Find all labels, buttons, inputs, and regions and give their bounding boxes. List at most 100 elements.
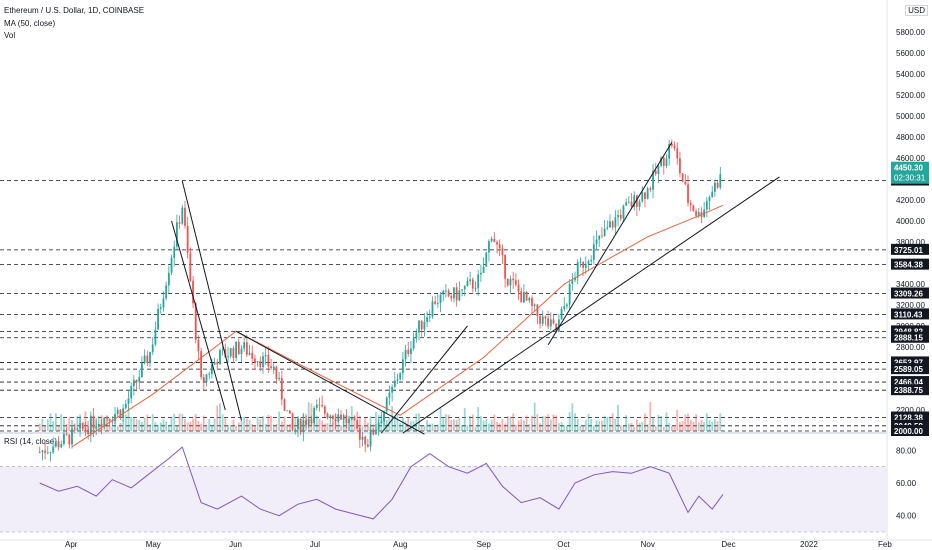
candle-body <box>463 286 466 290</box>
candle-body <box>557 319 560 332</box>
volume-bar <box>49 413 52 431</box>
volume-bar <box>216 405 219 431</box>
volume-bar <box>654 425 657 431</box>
volume-bar <box>622 426 625 431</box>
candle-body <box>103 417 106 427</box>
candle-body <box>280 377 283 400</box>
candle-body <box>547 318 550 327</box>
volume-bar <box>176 425 178 431</box>
volume-bar <box>248 420 251 431</box>
volume-bar <box>348 416 350 431</box>
candle-body <box>415 332 418 339</box>
x-tick-label: Dec <box>721 540 735 549</box>
volume-bar <box>681 420 684 431</box>
candle-body <box>410 348 412 355</box>
candle-body <box>130 386 133 399</box>
volume-bar <box>493 414 496 431</box>
trendline <box>547 141 673 346</box>
candle-body <box>41 450 44 453</box>
candle-body <box>393 380 396 387</box>
volume-bar <box>436 424 439 431</box>
candle-body <box>380 421 383 423</box>
x-tick-label: Aug <box>393 540 407 549</box>
candle-body <box>68 434 71 445</box>
candle-body <box>65 433 68 435</box>
volume-bar <box>297 417 299 431</box>
rsi-y-tick-label: 80.00 <box>896 446 917 455</box>
candle-body <box>644 192 646 199</box>
volume-bar <box>619 425 622 431</box>
volume-bar <box>38 423 41 431</box>
y-tick-label: 4600.00 <box>896 154 925 163</box>
volume-bar <box>536 414 539 431</box>
volume-bar <box>434 426 437 431</box>
candle-body <box>662 157 665 166</box>
candle-body <box>318 404 321 406</box>
candle-body <box>520 291 523 303</box>
candle-body <box>579 261 582 263</box>
volume-bar <box>181 414 184 431</box>
currency-selector[interactable]: USD <box>905 5 928 16</box>
volume-bar <box>197 420 200 431</box>
candle-body <box>498 244 501 249</box>
volume-bar <box>310 403 313 431</box>
volume-bar <box>205 424 208 431</box>
volume-bar <box>337 414 340 431</box>
volume-bar <box>256 416 259 431</box>
candle-body <box>46 452 49 454</box>
candle-body <box>267 354 270 367</box>
volume-bar <box>598 421 601 431</box>
candle-body <box>184 207 186 226</box>
volume-bar <box>84 411 87 431</box>
candle-body <box>60 443 63 448</box>
candle-body <box>670 144 673 146</box>
candle-body <box>606 227 609 229</box>
volume-bar <box>122 419 125 431</box>
volume-bar <box>151 414 154 431</box>
volume-bar <box>676 409 679 431</box>
volume-bar <box>149 424 151 431</box>
candle-body <box>275 366 278 380</box>
chart-title: Ethereum / U.S. Dollar, 1D, COINBASE <box>4 6 145 15</box>
candle-body <box>348 419 350 423</box>
trendline <box>181 180 242 421</box>
candle-body <box>71 428 73 445</box>
volume-bar <box>708 420 711 431</box>
volume-bar <box>501 418 504 431</box>
volume-bar <box>601 420 603 431</box>
candle-body <box>221 349 224 351</box>
volume-bar <box>652 417 654 431</box>
candle-body <box>181 207 184 224</box>
volume-bar <box>342 417 345 431</box>
volume-bar <box>445 414 447 431</box>
candle-body <box>52 446 55 453</box>
volume-bar <box>167 426 170 431</box>
volume-bar <box>611 413 614 431</box>
volume-bar <box>76 416 79 431</box>
rsi-line <box>39 446 724 520</box>
volume-bar <box>474 426 477 431</box>
candle-body <box>517 284 520 292</box>
volume-bar <box>525 415 528 431</box>
volume-bar <box>272 425 275 431</box>
candle-body <box>697 211 700 216</box>
volume-bar <box>291 420 294 431</box>
candle-body <box>192 280 194 304</box>
volume-bar <box>71 420 73 431</box>
candle-body <box>205 374 208 382</box>
volume-bar <box>552 414 555 431</box>
candle-body <box>345 415 348 423</box>
volume-bar <box>345 416 348 431</box>
volume-bar <box>299 419 302 431</box>
candle-body <box>576 262 579 278</box>
volume-bar <box>673 426 676 431</box>
volume-bar <box>431 423 434 431</box>
x-tick-label: Nov <box>641 540 655 549</box>
volume-bar <box>566 426 568 431</box>
ma50-line <box>71 204 724 448</box>
volume-bar <box>326 423 329 431</box>
volume-bar <box>224 418 227 431</box>
volume-bar <box>627 423 630 431</box>
volume-bar <box>547 414 550 431</box>
